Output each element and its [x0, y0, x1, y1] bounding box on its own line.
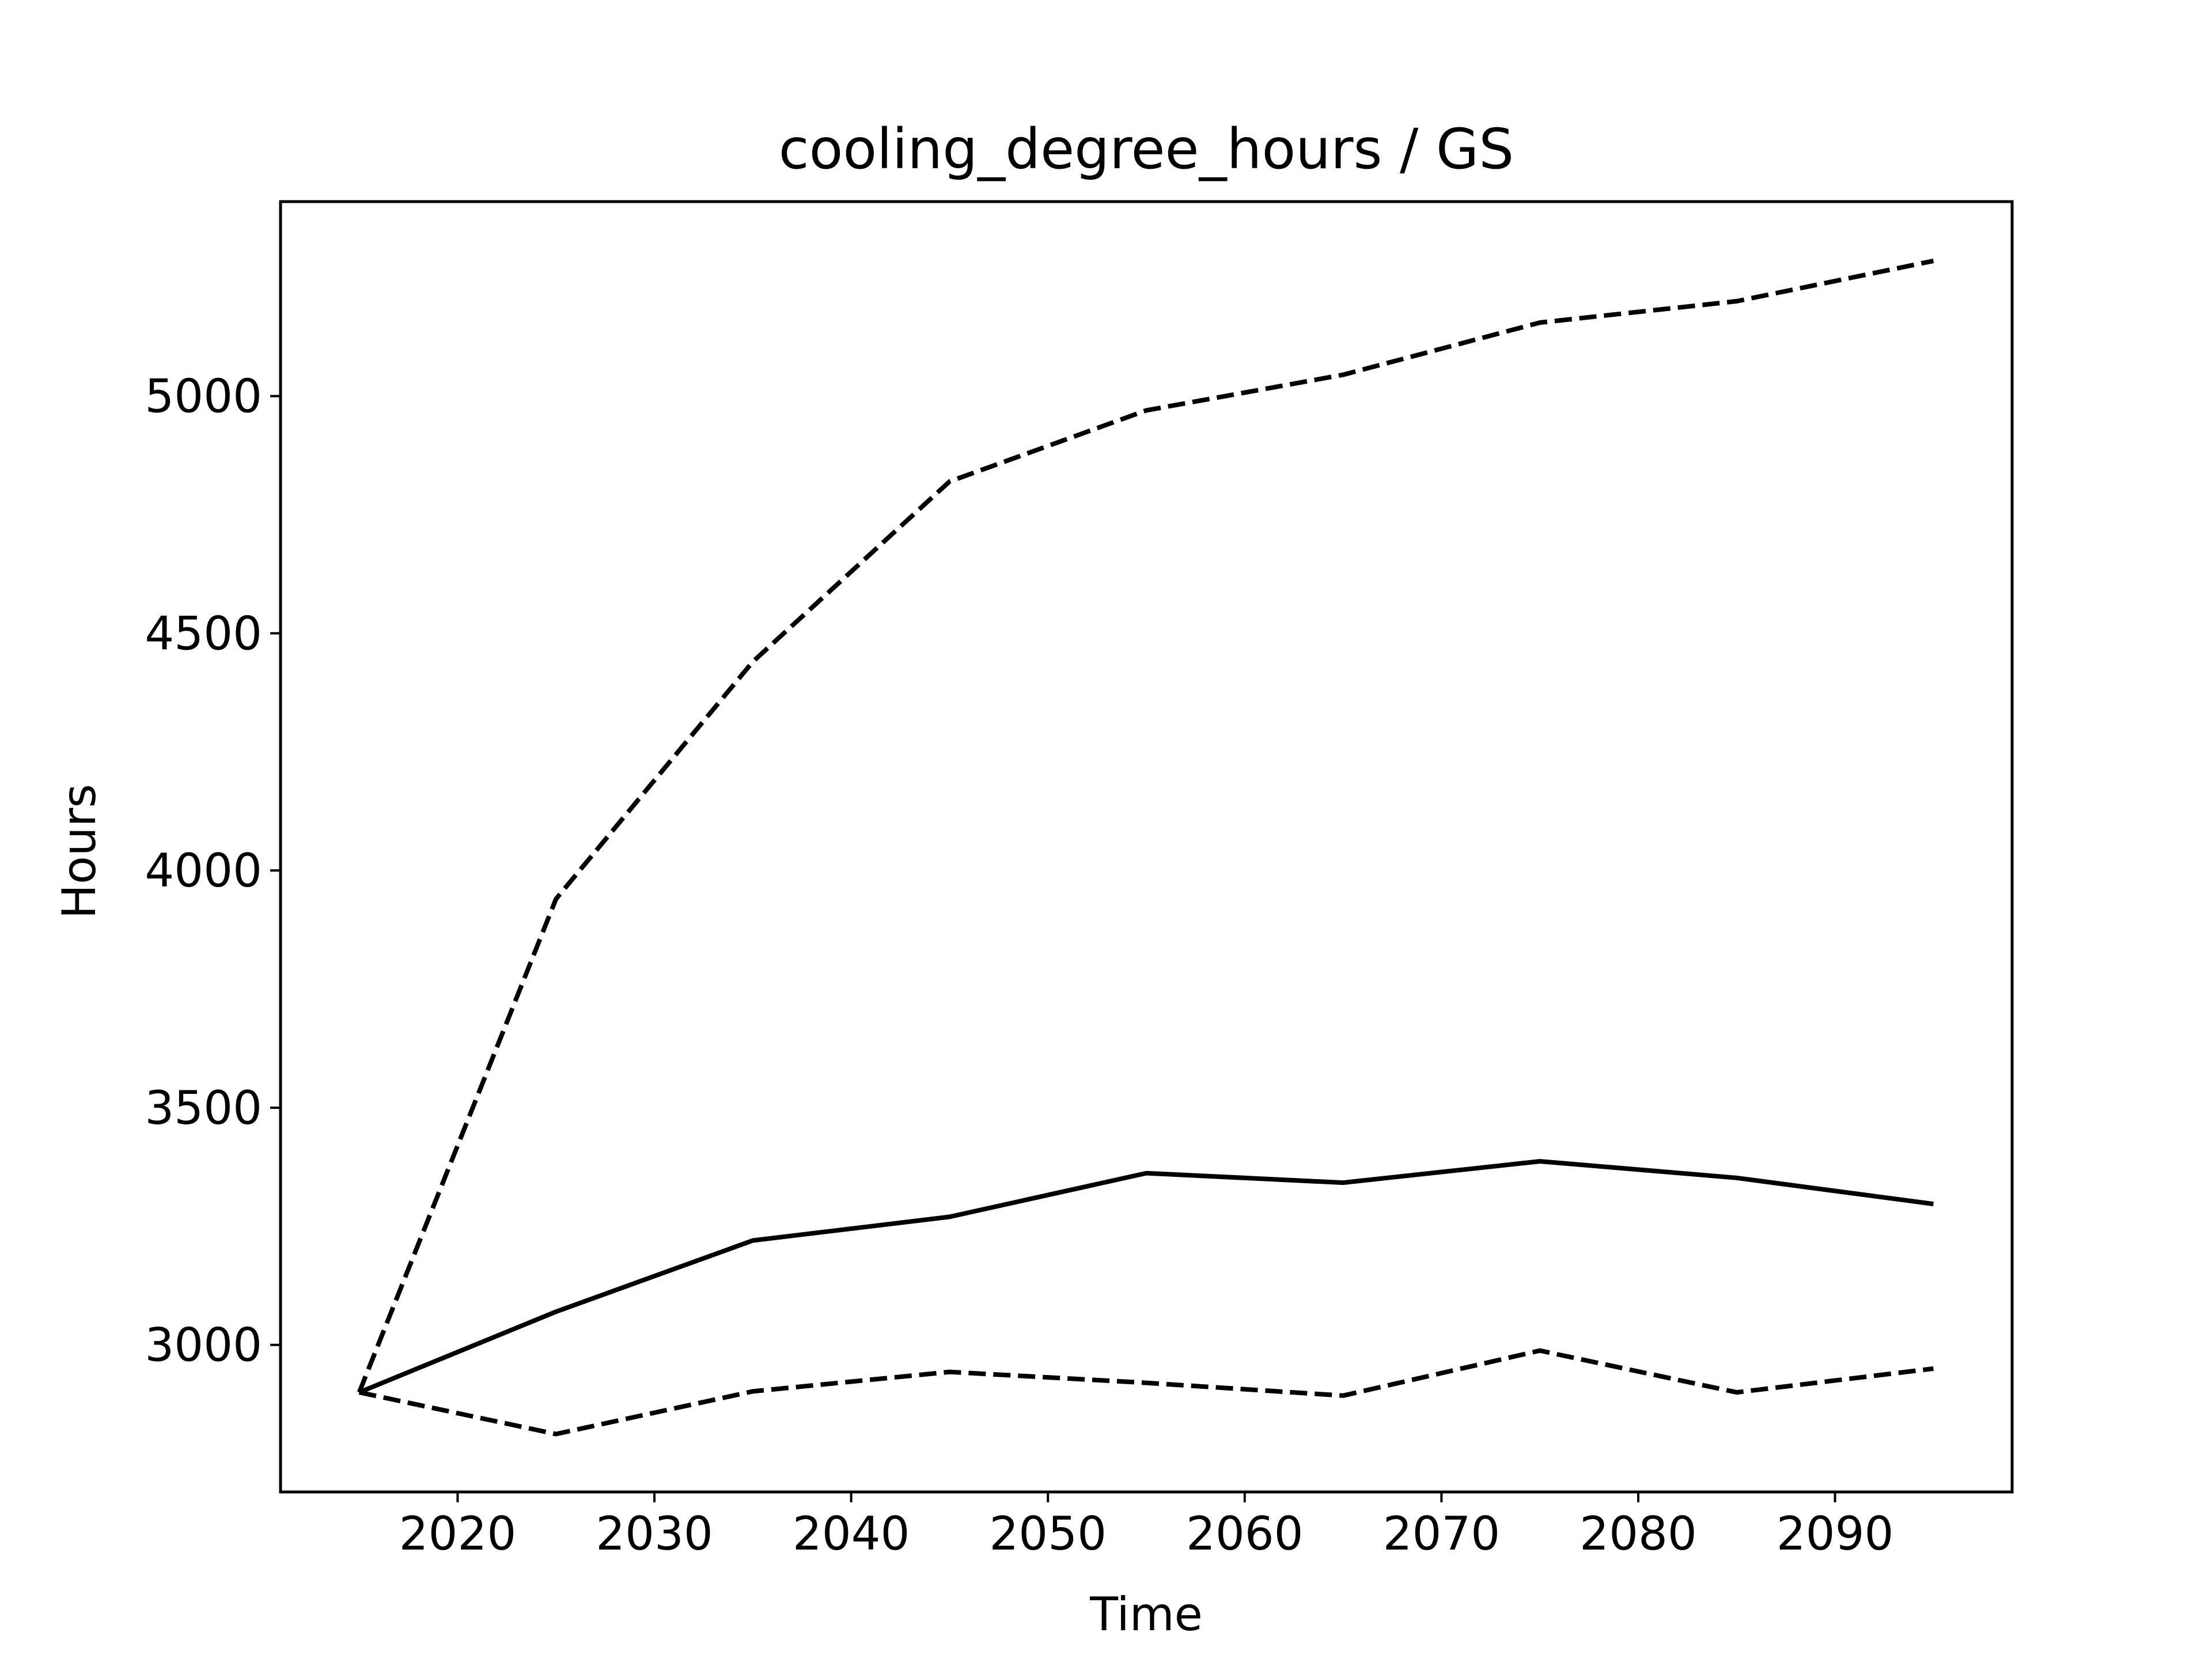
x-tick-label: 2040 [793, 1507, 910, 1560]
series-line-1 [358, 1159, 1934, 1395]
plot-frame [279, 200, 2014, 1494]
y-tick-label: 4000 [145, 844, 262, 897]
x-axis-label: Time [1089, 1588, 1203, 1641]
x-tick-label: 2080 [1580, 1507, 1697, 1560]
x-tick-label: 2050 [989, 1507, 1107, 1560]
chart-title: cooling_degree_hours / GS [779, 117, 1514, 181]
ticks-layer: 2020 2030 2040 2050 2060 2070 2080 2090 3000 3500… [145, 370, 1893, 1560]
x-tick-label: 2030 [596, 1507, 713, 1560]
y-axis-label: Hours [52, 784, 106, 919]
y-tick-label: 3500 [145, 1081, 262, 1135]
series-layer [357, 258, 1934, 1437]
x-tick-label: 2020 [399, 1507, 517, 1560]
x-tick-label: 2070 [1383, 1507, 1501, 1560]
x-tick-label: 2090 [1777, 1507, 1894, 1560]
y-tick-label: 4500 [145, 607, 262, 660]
y-tick-label: 5000 [145, 370, 262, 423]
series-line-2 [357, 258, 1934, 1393]
x-tick-label: 2060 [1186, 1507, 1304, 1560]
series-line-3 [358, 1348, 1934, 1437]
y-tick-label: 3000 [145, 1319, 262, 1372]
